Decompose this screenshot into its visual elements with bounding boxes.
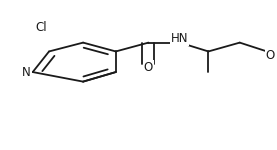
- Text: N: N: [22, 66, 31, 79]
- Text: O: O: [266, 49, 275, 62]
- Text: Cl: Cl: [36, 21, 47, 34]
- Text: O: O: [144, 61, 153, 74]
- Text: HN: HN: [171, 32, 189, 45]
